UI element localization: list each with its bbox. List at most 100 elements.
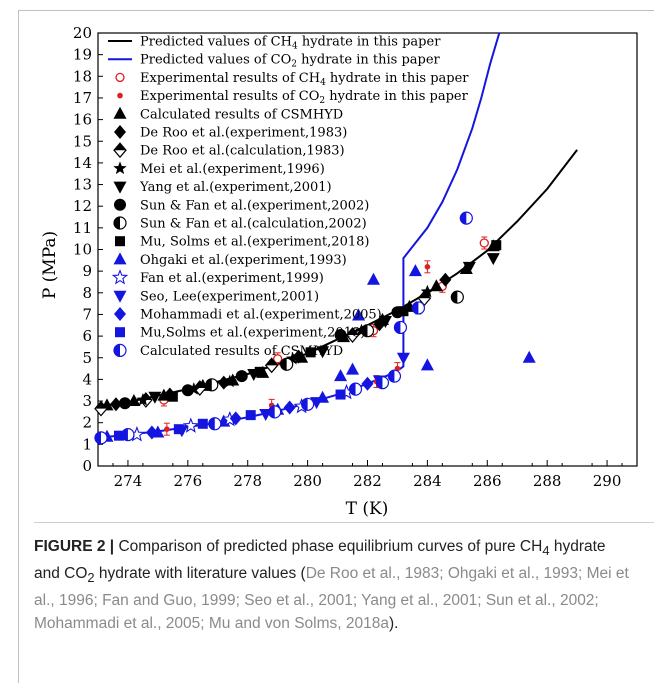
y-tick-label: 13 [73,176,92,194]
marker-fill [205,378,212,391]
legend-item: Sun & Fan et al.(calculation,2002) [113,216,367,232]
legend-label-text: Experimental results of CH [140,71,320,86]
legend-marker-swatch [114,307,126,321]
data-point [118,397,131,410]
data-point [345,327,360,343]
data-point [273,354,283,364]
legend-label-subscript: 2 [291,60,297,70]
y-tick-label: 17 [73,89,92,107]
legend-label: Mei et al.(experiment,1996) [140,162,325,177]
data-point [450,290,464,304]
data-point [208,417,222,431]
data-point [360,324,375,338]
data-point [398,306,409,317]
series-15 [94,211,473,445]
legend-item: Yang et al.(experiment,2001) [113,180,332,195]
y-tick-label: 4 [82,370,92,388]
data-point [113,430,124,441]
legend-label-text: Yang et al.(experiment,2001) [139,180,332,195]
data-point [94,431,108,445]
y-tick-label: 0 [82,457,92,475]
legend-marker-swatch [113,290,127,303]
legend-marker-swatch [115,72,125,83]
legend-label: De Roo et al.(calculation,1983) [140,144,345,159]
marker-fill [346,328,359,336]
data-point [361,376,374,391]
legend-item: Ohgaki et al.(experiment,1993) [113,252,347,268]
legend-item: Experimental results of CH4 hydrate in t… [115,71,469,88]
legend-label-text: Mu,Solms et al.(experiment,2018) [140,326,365,341]
legend-label-text: Seo, Lee(experiment,2001) [140,289,319,304]
data-point [121,428,135,442]
legend-label-subscript: 2 [319,96,325,106]
marker-fill [301,398,308,411]
data-point [396,352,410,365]
x-tick-label: 280 [293,472,322,490]
legend-marker-swatch [114,198,126,211]
series-7 [118,306,404,410]
legend-marker-swatch [113,181,127,194]
data-point [424,264,431,270]
data-point [283,400,296,415]
legend-item: De Roo et al.(experiment,1983) [114,125,347,141]
data-point [164,426,170,432]
data-point [245,410,256,421]
legend-label: Yang et al.(experiment,2001) [139,180,332,195]
data-point [148,391,162,404]
legend-item: Experimental results of CO2 hydrate in t… [117,89,469,106]
data-point [310,397,324,410]
data-point [286,351,300,365]
frame-top-rule [18,10,654,11]
data-point [205,378,219,392]
marker-fill [94,431,101,444]
y-axis-title: P (MPa) [40,231,60,299]
legend-marker-swatch [113,106,127,119]
y-tick-label: 1 [82,435,92,453]
data-point [268,405,282,419]
legend-item: Fan et al.(experiment,1999) [111,269,324,286]
legend-marker-swatch [113,343,127,357]
caption-text-2: hydrate and CO [34,538,606,583]
legend-label-text: Sun & Fan et al.(experiment,2002) [140,198,369,213]
series-14 [113,389,346,441]
series-9 [167,240,502,402]
data-point [479,238,489,248]
legend-item: De Roo et al.(calculation,1983) [113,142,345,159]
legend-label-text: hydrate in this paper [326,71,469,86]
y-tick-label: 8 [82,284,92,302]
series-13 [145,376,374,440]
marker-fill [412,301,419,314]
y-tick-label: 15 [73,132,92,150]
x-tick-label: 276 [174,472,203,490]
y-tick-label: 3 [82,392,92,410]
data-point [254,366,265,377]
caption-citations[interactable]: De Roo et al., 1983; Ohgaki et al., 1993… [34,565,629,633]
data-point [223,374,237,388]
data-point [181,384,194,397]
data-point [408,264,422,277]
y-tick-label: 9 [82,262,92,280]
legend-label: Sun & Fan et al.(experiment,2002) [140,198,369,213]
marker-fill [121,428,128,441]
marker-fill [451,291,458,304]
data-point [439,272,452,287]
legend-label-text: Calculated results of CSMHYD [140,107,343,122]
data-point [316,346,330,359]
data-point [378,315,392,328]
legend-item: Predicted values of CH4 hydrate in this … [108,35,441,52]
x-tick-label: 286 [473,472,502,490]
marker-fill [268,405,275,418]
marker-fill [193,381,206,389]
caption-text-4: ). [388,615,399,633]
y-tick-label: 12 [73,197,92,215]
legend-label-subscript: 4 [292,42,298,52]
data-point [109,397,122,412]
marker-fill [394,321,401,334]
y-tick-label: 18 [73,67,92,85]
y-tick-label: 19 [73,46,92,64]
y-tick-label: 10 [73,241,92,259]
data-point [375,376,390,390]
y-tick-label: 16 [73,111,92,129]
legend-marker-swatch [113,216,127,230]
legend-label: Calculated results of CSMHYD [140,107,343,122]
